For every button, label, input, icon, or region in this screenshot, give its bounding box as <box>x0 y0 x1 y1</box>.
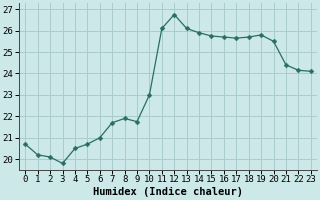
X-axis label: Humidex (Indice chaleur): Humidex (Indice chaleur) <box>93 187 243 197</box>
